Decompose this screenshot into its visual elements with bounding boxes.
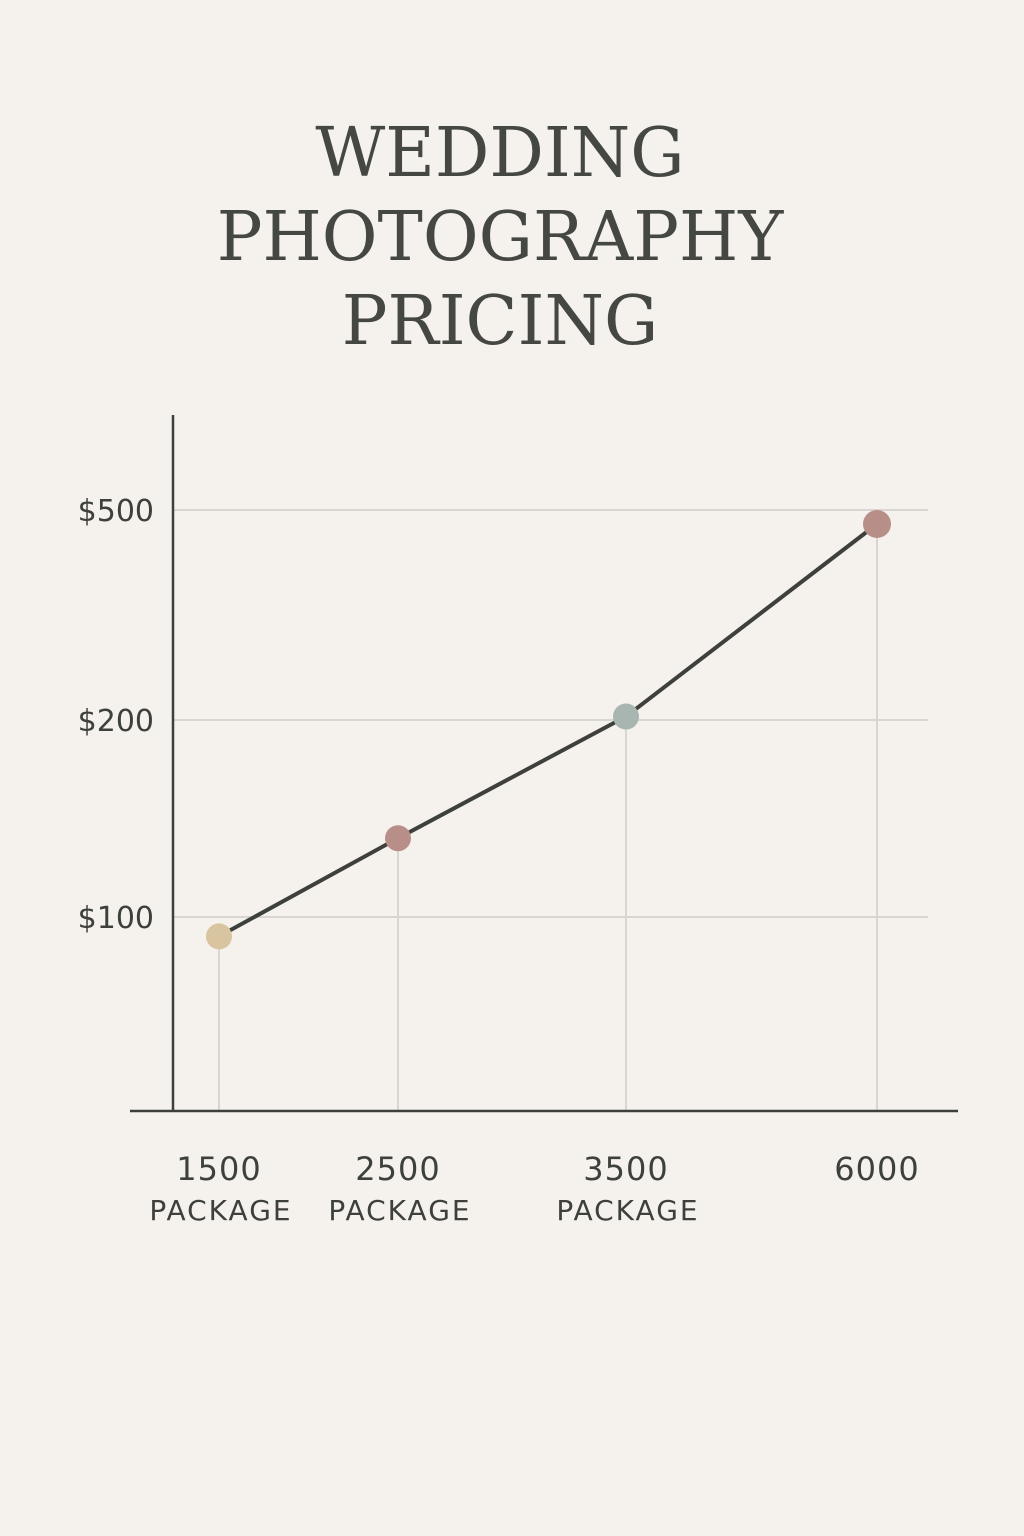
- y-tick-label: $200: [78, 704, 154, 739]
- title-line-3: PRICING: [341, 282, 659, 361]
- chart-title: WEDDING PHOTOGRAPHY PRICING: [0, 112, 1000, 364]
- y-tick-label: $100: [78, 901, 154, 936]
- data-point: [385, 825, 411, 852]
- x-tick-value: 2500: [355, 1150, 440, 1188]
- data-point: [206, 923, 232, 950]
- x-tick-value: 3500: [583, 1150, 668, 1188]
- gridlines: [173, 509, 928, 1111]
- data-points: [206, 510, 891, 950]
- series-path: [217, 522, 879, 939]
- data-point: [613, 703, 639, 730]
- x-tick-label: PACKAGE: [149, 1194, 292, 1227]
- x-tick-label: PACKAGE: [328, 1194, 471, 1227]
- x-tick-value: 6000: [834, 1150, 919, 1188]
- x-tick-value: 1500: [176, 1150, 261, 1188]
- axes: [130, 415, 958, 1113]
- y-tick-labels: $500 $200 $100: [78, 494, 154, 936]
- y-tick-label: $500: [78, 494, 154, 529]
- title-line-1: WEDDING: [315, 114, 685, 193]
- x-tick-label: PACKAGE: [556, 1194, 699, 1227]
- data-point: [863, 510, 891, 538]
- series-line: [217, 522, 879, 939]
- x-tick-labels: 1500 PACKAGE 2500 PACKAGE 3500 PACKAGE 6000: [149, 1150, 919, 1227]
- title-line-2: PHOTOGRAPHY: [216, 198, 784, 277]
